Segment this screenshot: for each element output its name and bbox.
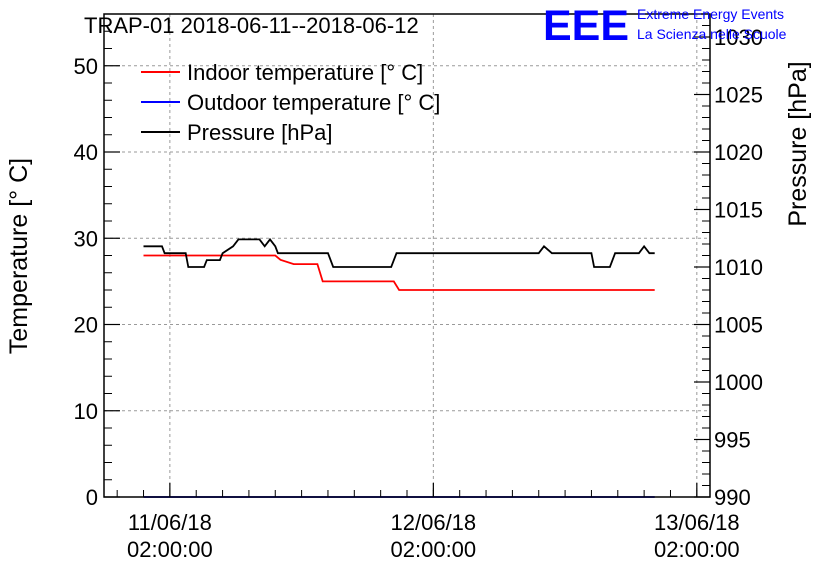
y2-tick-label: 1015 xyxy=(714,198,763,223)
x-tick-label-time: 02:00:00 xyxy=(654,537,740,562)
y2-tick-label: 1000 xyxy=(714,370,763,395)
x-tick-label-date: 13/06/18 xyxy=(654,510,740,535)
logo-line-1: Extreme Energy Events xyxy=(637,6,784,22)
logo-mark: EEE xyxy=(543,2,629,50)
x-tick-label-time: 02:00:00 xyxy=(391,537,477,562)
x-tick-label-date: 11/06/18 xyxy=(128,510,212,535)
y2-tick-label: 1030 xyxy=(714,25,763,50)
series-line-1 xyxy=(143,254,655,291)
y-axis-label: Temperature [° C] xyxy=(5,158,33,354)
logo-line-2: La Scienza nelle Scuole xyxy=(637,26,787,42)
legend: Indoor temperature [° C] Outdoor temperat… xyxy=(141,60,440,145)
y2-tick-label: 1005 xyxy=(714,313,763,338)
legend-label-1: Indoor temperature [° C] xyxy=(187,60,423,85)
x-tick-label-time: 02:00:00 xyxy=(127,537,213,562)
y2-axis-label: Pressure [hPa] xyxy=(784,61,812,226)
y-tick-label: 30 xyxy=(74,226,98,251)
x-axis: 11/06/1802:00:0012/06/1802:00:0013/06/18… xyxy=(116,483,740,562)
y2-tick-label: 995 xyxy=(714,428,751,453)
legend-label-2: Outdoor temperature [° C] xyxy=(187,90,440,115)
y-tick-label: 0 xyxy=(86,485,98,510)
chart-title: TRAP-01 2018-06-11--2018-06-12 xyxy=(84,13,419,38)
y-tick-label: 20 xyxy=(74,313,98,338)
y-tick-label: 40 xyxy=(74,140,98,165)
series-lines xyxy=(143,237,655,498)
y2-tick-label: 1020 xyxy=(714,140,763,165)
y2-tick-label: 1025 xyxy=(714,83,763,108)
y-axis-right: 990 995 1000 1005 1010 1015 1020 1025 1030 xyxy=(694,25,763,510)
y-tick-label: 50 xyxy=(74,54,98,79)
y2-tick-label: 1010 xyxy=(714,255,763,280)
series-line-3 xyxy=(143,237,655,268)
x-tick-label-date: 12/06/18 xyxy=(391,510,477,535)
legend-label-3: Pressure [hPa] xyxy=(187,120,333,145)
y2-tick-label: 990 xyxy=(714,485,751,510)
logo: EEE Extreme Energy Events La Scienza nel… xyxy=(543,2,787,50)
y-axis-left: 0 10 20 30 40 50 xyxy=(74,30,120,510)
y-tick-label: 10 xyxy=(74,399,98,424)
